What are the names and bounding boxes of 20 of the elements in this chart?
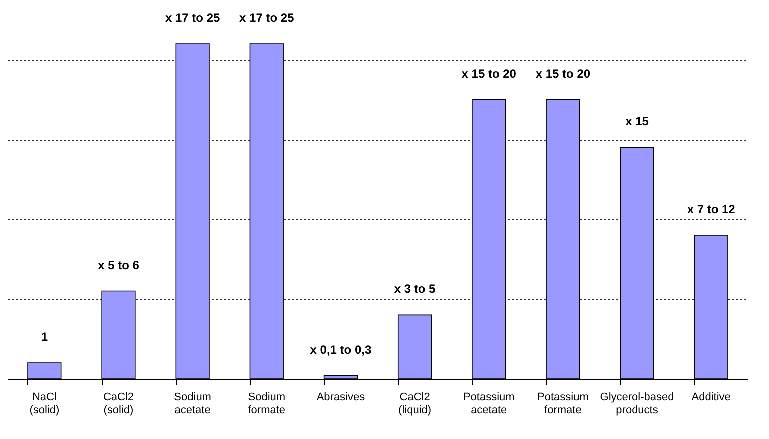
- x-tick-label: Additive: [692, 392, 731, 404]
- data-label: x 15: [626, 114, 650, 129]
- data-label: x 15 to 20: [462, 66, 517, 81]
- x-tick-label: Potassium acetate: [463, 392, 515, 416]
- x-tick-label: Potassium formate: [538, 392, 589, 416]
- x-tick-label: NaCl (solid): [30, 392, 60, 416]
- data-label: x 17 to 25: [165, 11, 220, 25]
- data-label: x 3 to 5: [394, 282, 436, 296]
- data-label: 1: [41, 330, 48, 344]
- x-tick-label: Sodium formate: [248, 392, 286, 416]
- data-label: x 5 to 6: [98, 258, 140, 272]
- x-tick-label: Abrasives: [316, 392, 366, 404]
- x-tick-label: CaCl2 (liquid): [398, 392, 432, 416]
- x-tick-label: CaCl2 (solid): [103, 392, 134, 416]
- x-tick-label: Glycerol-based products: [600, 392, 674, 416]
- data-label: x 0,1 to 0,3: [310, 342, 372, 357]
- x-tick-label: Sodium acetate: [174, 392, 212, 416]
- data-label: x 15 to 20: [536, 66, 591, 81]
- data-label: x 17 to 25: [240, 11, 295, 25]
- data-label: x 7 to 12: [687, 202, 736, 216]
